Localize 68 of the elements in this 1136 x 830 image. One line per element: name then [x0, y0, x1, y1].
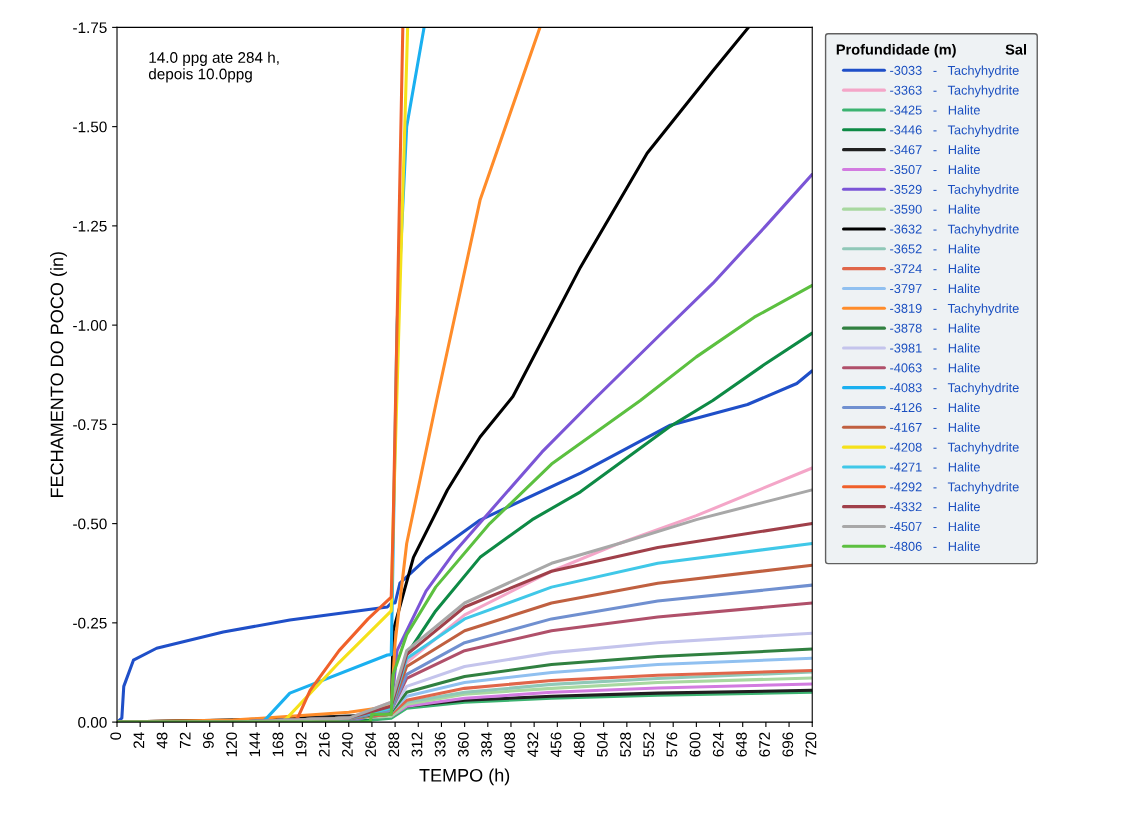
legend-label: -3981 - Halite — [890, 343, 980, 353]
legend-label: -3878 - Halite — [890, 323, 980, 333]
legend-label: -3467 - Halite — [890, 144, 980, 155]
annotation: 14.0 ppg ate 284 h, depois 10.0ppg — [148, 51, 279, 83]
y-tick-label: -1.75 — [73, 22, 107, 34]
x-tick-label: 24 — [133, 732, 145, 749]
x-tick-label: 288 — [388, 732, 400, 757]
x-tick-label: 216 — [318, 732, 330, 757]
legend-label: -4271 - Halite — [890, 462, 980, 472]
legend-label: -3033 - Tachyhydrite — [890, 65, 1019, 78]
x-tick-label: 72 — [179, 732, 191, 749]
legend-label: -4507 - Halite — [890, 521, 980, 532]
x-tick-label: 456 — [550, 732, 562, 757]
legend-label: -3529 - Tachyhydrite — [890, 184, 1019, 197]
x-tick-label: 696 — [782, 732, 794, 757]
x-axis-title: TEMPO (h) — [419, 768, 510, 786]
y-tick-label: -1.25 — [73, 220, 107, 232]
legend-label: -3590 - Halite — [890, 204, 980, 214]
legend-label: -4126 - Halite — [890, 402, 980, 413]
y-tick-label: -1.50 — [73, 121, 107, 133]
y-tick-label: 0.00 — [78, 716, 107, 728]
x-tick-label: 552 — [643, 732, 655, 757]
y-axis-title: FECHAMENTO DO POCO (in) — [50, 252, 67, 497]
legend-title: Profundidade (m) Sal — [836, 44, 1026, 58]
x-tick-label: 264 — [365, 732, 377, 757]
legend-label: -3724 - Halite — [890, 263, 980, 274]
x-tick-label: 720 — [805, 732, 817, 757]
legend-label: -4083 - Tachyhydrite — [890, 382, 1019, 395]
x-tick-label: 96 — [202, 732, 214, 749]
y-tick-label: -0.50 — [73, 518, 107, 530]
legend-label: -3446 - Tachyhydrite — [890, 125, 1019, 137]
x-tick-label: 384 — [481, 732, 492, 757]
x-tick-label: 600 — [689, 732, 701, 757]
legend-label: -4167 - Halite — [890, 422, 980, 432]
x-tick-label: 0 — [110, 732, 122, 740]
x-tick-label: 672 — [759, 732, 770, 757]
legend-label: -3819 - Tachyhydrite — [890, 303, 1019, 316]
x-tick-label: 528 — [620, 732, 631, 757]
x-tick-label: 168 — [272, 732, 284, 757]
x-tick-label: 360 — [457, 732, 469, 757]
x-tick-label: 48 — [156, 732, 168, 749]
x-tick-label: 408 — [504, 732, 516, 757]
legend-label: -4063 - Halite — [890, 363, 980, 373]
x-tick-label: 504 — [596, 732, 608, 757]
x-tick-label: 648 — [736, 732, 747, 757]
legend-label: -4292 - Tachyhydrite — [890, 482, 1019, 494]
legend-label: -4208 - Tachyhydrite — [890, 442, 1019, 455]
x-tick-label: 480 — [573, 732, 585, 757]
x-tick-label: 144 — [249, 732, 261, 757]
legend-label: -3425 - Halite — [890, 105, 980, 115]
y-tick-label: -0.75 — [73, 419, 107, 431]
y-tick-label: -1.00 — [73, 319, 107, 331]
x-tick-label: 336 — [434, 732, 446, 757]
legend-label: -3797 - Halite — [890, 283, 980, 294]
x-tick-label: 192 — [295, 732, 307, 757]
legend-label: -3363 - Tachyhydrite — [890, 85, 1019, 98]
x-tick-label: 240 — [342, 732, 353, 757]
x-tick-label: 432 — [527, 732, 539, 757]
x-tick-label: 624 — [712, 732, 724, 757]
legend-label: -3507 - Halite — [890, 164, 980, 175]
legend-label: -4332 - Halite — [890, 501, 980, 512]
legend-label: -3632 - Tachyhydrite — [890, 224, 1019, 237]
legend-label: -4806 - Halite — [890, 541, 980, 551]
x-tick-label: 576 — [666, 732, 678, 757]
x-tick-label: 312 — [411, 732, 423, 757]
x-tick-label: 120 — [226, 732, 237, 757]
legend-label: -3652 - Halite — [890, 244, 980, 254]
y-tick-label: -0.25 — [73, 617, 107, 629]
